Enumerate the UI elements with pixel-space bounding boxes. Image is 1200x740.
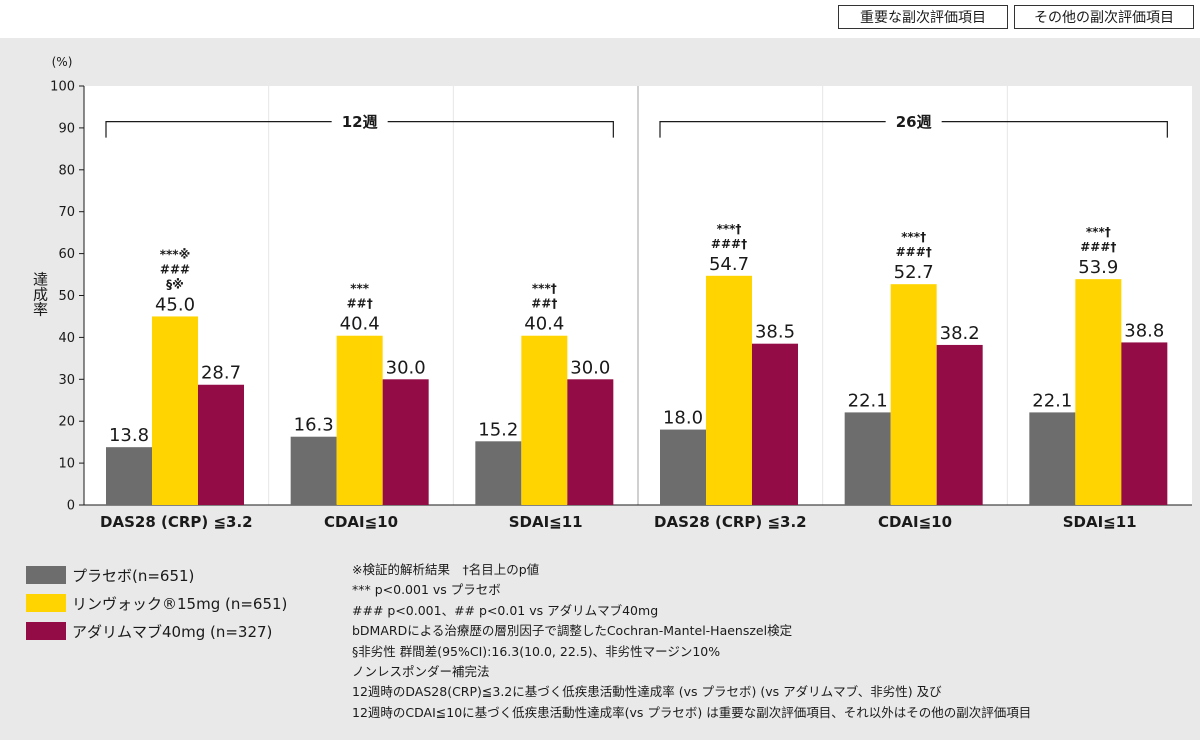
tab-key-secondary-endpoints[interactable]: 重要な副次評価項目 <box>838 5 1008 29</box>
bar-value-label: 16.3 <box>294 415 334 436</box>
y-tick-label: 80 <box>58 163 75 178</box>
bar <box>1029 412 1076 505</box>
bar-value-label: 13.8 <box>109 425 149 446</box>
significance-marker: ***※ <box>160 247 191 261</box>
footnote: ### p<0.001、## p<0.01 vs アダリムマブ40mg <box>352 602 659 618</box>
significance-marker: ###† <box>711 237 747 251</box>
bar <box>290 436 337 505</box>
significance-marker: ### <box>160 262 190 276</box>
y-tick-label: 60 <box>58 247 75 262</box>
tab-other-secondary-endpoints[interactable]: その他の副次評価項目 <box>1014 5 1194 29</box>
bar <box>336 335 383 505</box>
bar-value-label: 30.0 <box>386 357 426 378</box>
y-tick-label: 50 <box>58 289 75 304</box>
bar <box>1075 279 1122 505</box>
legend-item-adalimumab: アダリムマブ40mg (n=327) <box>26 619 287 643</box>
footnote: 12週時のCDAI≦10に基づく低疾患活動性達成率(vs プラセボ) は重要な副… <box>352 704 1032 720</box>
significance-marker: *** <box>350 282 370 296</box>
legend-swatch-placebo <box>26 566 66 584</box>
legend-swatch-rinvoq <box>26 594 66 612</box>
bar-value-label: 28.7 <box>201 363 241 384</box>
bar <box>660 429 706 505</box>
group-label: 12週 <box>342 113 378 131</box>
y-axis-title: 達成率 <box>31 272 49 317</box>
group-bracket <box>105 121 332 138</box>
x-category-label: DAS28 (CRP) ≦3.2 <box>654 513 807 531</box>
significance-marker: ***† <box>717 222 742 236</box>
footnote: bDMARDによる治療歴の層別因子で調整したCochran-Mantel-Hae… <box>352 623 793 639</box>
x-category-label: SDAI≦11 <box>509 513 583 531</box>
legend: プラセボ(n=651) リンヴォック®15mg (n=651) アダリムマブ40… <box>26 563 287 647</box>
significance-marker: ###† <box>896 245 932 259</box>
x-category-label: CDAI≦10 <box>324 513 398 531</box>
chart-svg: 0 10 20 30 40 50 60 70 80 90 100 (%) 達成率 12週 26週 13.8… <box>31 55 1192 531</box>
significance-marker: ##† <box>531 297 557 311</box>
group-label: 26週 <box>896 113 932 131</box>
bar <box>752 343 798 505</box>
bar <box>152 316 198 505</box>
legend-item-placebo: プラセボ(n=651) <box>26 563 287 587</box>
bar <box>382 379 429 505</box>
significance-marker: ***† <box>901 230 926 244</box>
footnote: 12週時のDAS28(CRP)≦3.2に基づく低疾患活動性達成率 (vs プラセ… <box>352 684 942 700</box>
bar-value-label: 22.1 <box>1032 390 1072 411</box>
bar-value-label: 52.7 <box>894 262 934 283</box>
y-unit-label: (%) <box>52 55 73 69</box>
bar <box>106 447 152 505</box>
bar <box>706 275 752 505</box>
legend-label: リンヴォック®15mg (n=651) <box>72 594 288 613</box>
footnote: ※検証的解析結果 †名目上のp値 <box>352 562 540 577</box>
group-bracket <box>941 121 1168 138</box>
bar-value-label: 30.0 <box>570 357 610 378</box>
significance-marker: ###† <box>1080 240 1116 254</box>
bar-value-label: 54.7 <box>709 254 749 275</box>
y-tick-label: 30 <box>58 373 75 388</box>
footnote: ノンレスポンダー補完法 <box>352 664 490 680</box>
y-tick-label: 20 <box>58 415 75 430</box>
x-category-label: CDAI≦10 <box>878 513 952 531</box>
group-bracket <box>659 121 886 138</box>
bar-value-label: 38.5 <box>755 322 795 343</box>
footnote: *** p<0.001 vs プラセボ <box>352 582 501 598</box>
bar-value-label: 18.0 <box>663 408 703 429</box>
bar <box>198 384 244 505</box>
group-bracket <box>387 121 614 138</box>
legend-label: プラセボ(n=651) <box>72 566 195 585</box>
bar-value-label: 40.4 <box>524 314 564 335</box>
bar <box>567 379 614 505</box>
bar-chart: 0 10 20 30 40 50 60 70 80 90 100 (%) 達成率 12週 26週 13.8… <box>0 38 1200 538</box>
significance-marker: §※ <box>166 277 184 291</box>
y-tick-label: 10 <box>58 457 75 472</box>
x-category-label: SDAI≦11 <box>1063 513 1137 531</box>
y-tick-label: 40 <box>58 331 75 346</box>
y-tick-label: 0 <box>67 499 75 514</box>
bar-value-label: 40.4 <box>340 314 380 335</box>
bar-value-label: 45.0 <box>155 294 195 315</box>
top-bar: 重要な副次評価項目 その他の副次評価項目 <box>0 0 1200 38</box>
legend-item-rinvoq: リンヴォック®15mg (n=651) <box>26 591 287 615</box>
bar <box>890 284 937 505</box>
y-tick-label: 100 <box>50 80 75 95</box>
bar <box>844 412 891 505</box>
bar-value-label: 38.2 <box>940 323 980 344</box>
y-tick-label: 90 <box>58 121 75 136</box>
bar <box>1121 342 1168 505</box>
legend-label: アダリムマブ40mg (n=327) <box>72 622 273 641</box>
bar-value-label: 38.8 <box>1124 320 1164 341</box>
bar-value-label: 15.2 <box>478 419 518 440</box>
significance-marker: ##† <box>347 297 373 311</box>
x-category-label: DAS28 (CRP) ≦3.2 <box>100 513 253 531</box>
bar <box>521 335 568 505</box>
footnotes: ※検証的解析結果 †名目上のp値 *** p<0.001 vs プラセボ ###… <box>352 560 1031 723</box>
bar <box>475 441 522 505</box>
bar-value-label: 53.9 <box>1078 257 1118 278</box>
bar <box>936 344 983 505</box>
legend-swatch-adalimumab <box>26 622 66 640</box>
significance-marker: ***† <box>1086 225 1111 239</box>
significance-marker: ***† <box>532 282 557 296</box>
footnote: §非劣性 群間差(95%CI):16.3(10.0, 22.5)、非劣性マージン… <box>352 643 721 659</box>
y-tick-label: 70 <box>58 205 75 220</box>
bar-value-label: 22.1 <box>848 390 888 411</box>
